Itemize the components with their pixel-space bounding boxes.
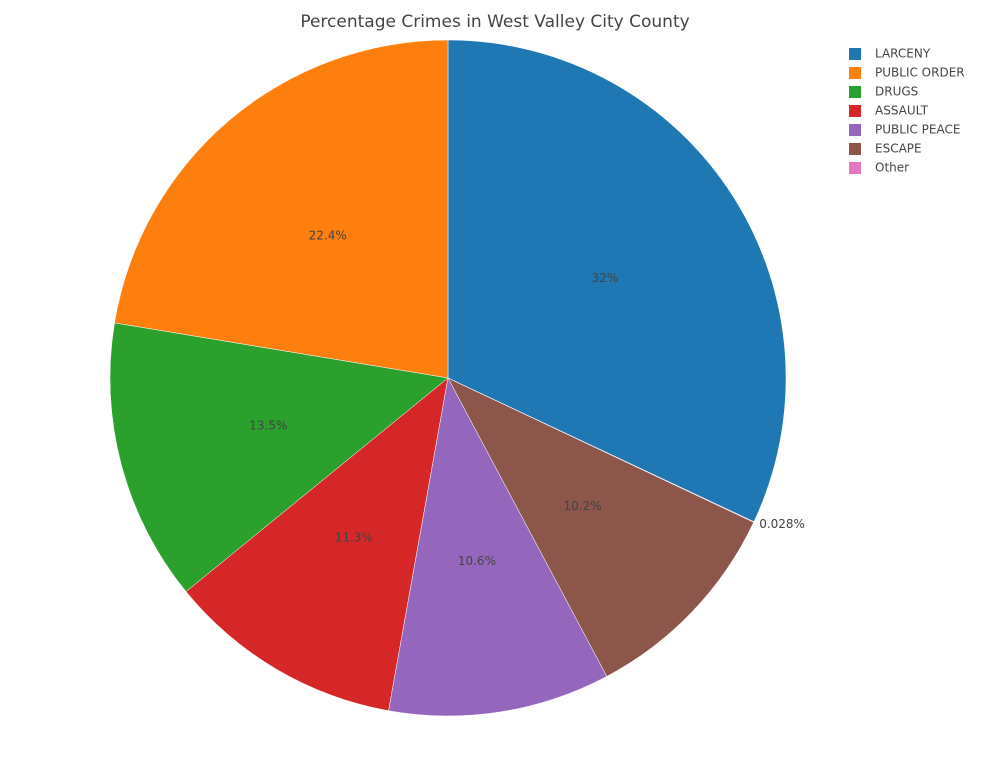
pie-slice — [447, 377, 755, 523]
slice-label: 0.028% — [759, 517, 805, 531]
legend-label: ASSAULT — [875, 104, 929, 118]
legend-label: Other — [875, 161, 909, 175]
legend-swatch — [849, 86, 861, 98]
pie-slice — [447, 377, 754, 677]
legend-label: ESCAPE — [875, 142, 922, 156]
chart-title: Percentage Crimes in West Valley City Co… — [300, 12, 689, 32]
slice-label: 10.2% — [564, 499, 602, 513]
legend-label: DRUGS — [875, 85, 918, 99]
legend-swatch — [849, 105, 861, 117]
legend-label: LARCENY — [875, 47, 931, 61]
legend-label: PUBLIC ORDER — [875, 66, 965, 80]
pie-slice — [447, 39, 787, 523]
pie-slice — [388, 377, 608, 717]
legend-swatch — [849, 162, 861, 174]
legend-swatch — [849, 124, 861, 136]
legend-label: PUBLIC PEACE — [875, 123, 960, 137]
slice-label: 10.6% — [458, 554, 496, 568]
slice-label: 32% — [592, 271, 619, 285]
legend-swatch — [849, 143, 861, 155]
slice-label: 22.4% — [309, 229, 347, 243]
slice-label: 11.3% — [335, 531, 373, 545]
pie-slice — [114, 39, 449, 379]
pie-slice — [109, 322, 449, 592]
legend-swatch — [849, 67, 861, 79]
slice-label: 13.5% — [249, 418, 287, 432]
legend-swatch — [849, 48, 861, 60]
pie-slice — [185, 377, 449, 712]
